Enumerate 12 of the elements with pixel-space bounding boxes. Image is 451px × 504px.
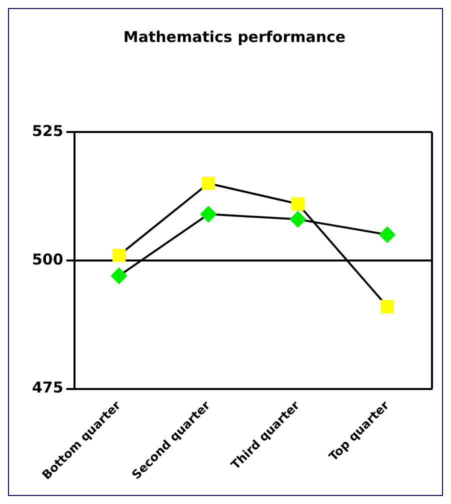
point [291,197,305,211]
point [379,226,396,243]
chart-title: Mathematics performance [123,28,346,46]
point [380,300,394,314]
point [202,176,216,190]
point [112,248,126,262]
y-tick-label: 500 [32,250,64,268]
point [290,211,306,228]
y-tick-label: 475 [32,378,64,397]
y-tick-label: 525 [32,122,64,140]
point [200,206,216,222]
point [111,268,128,284]
